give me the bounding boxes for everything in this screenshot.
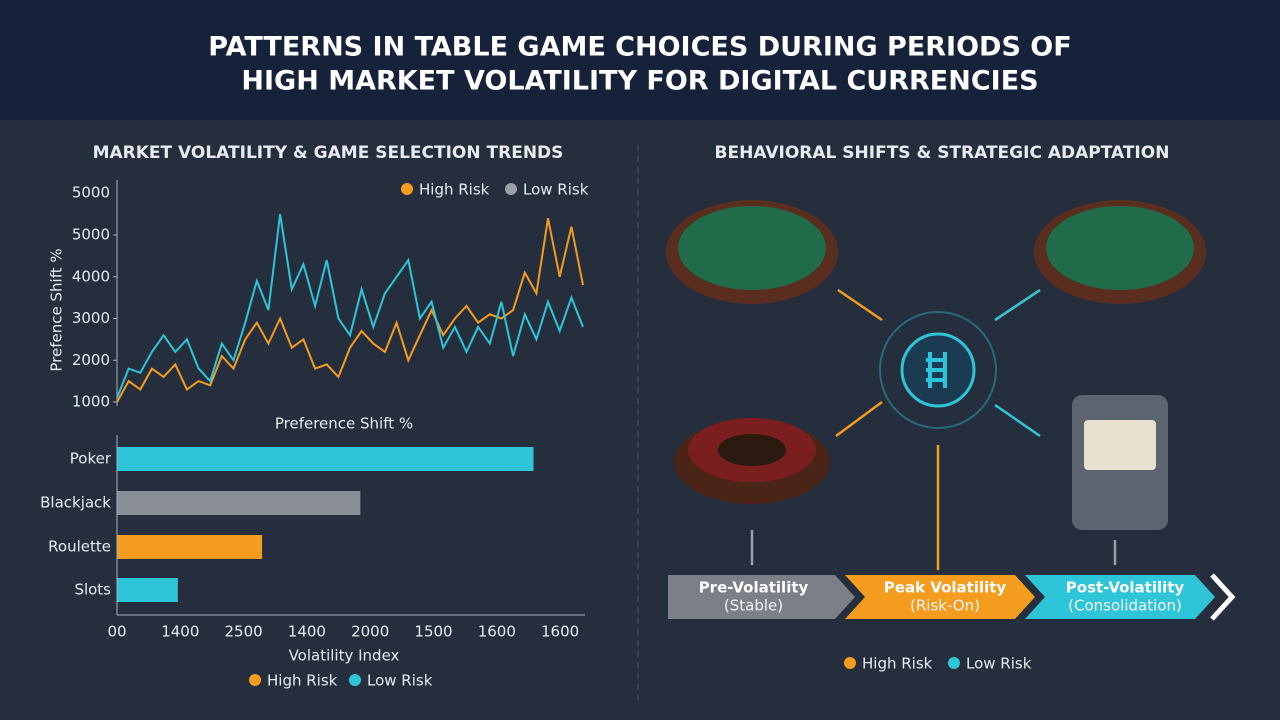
- category-label: Roulette: [48, 538, 111, 556]
- x-tick-label: 1400: [161, 623, 199, 641]
- category-label: Poker: [70, 450, 112, 468]
- x-tick-label: 1600: [541, 623, 579, 641]
- bar: [117, 578, 178, 602]
- header: [0, 0, 1280, 120]
- x-tick-label: 1400: [288, 623, 326, 641]
- arrow: [994, 403, 1041, 438]
- legend-marker: [948, 657, 960, 669]
- bitcoin-glyph: [926, 352, 947, 388]
- poker-table: [678, 206, 826, 290]
- y-tick-label: 5000: [72, 184, 110, 202]
- legend-label: High Risk: [862, 655, 933, 673]
- stage-sub: (Consolidation): [1068, 597, 1182, 615]
- bar: [117, 491, 361, 515]
- blackjack-table: [1046, 206, 1194, 290]
- y-tick-label: 3000: [72, 309, 110, 327]
- x-tick-label: 2500: [225, 623, 263, 641]
- circuit-ring: [879, 311, 997, 429]
- legend-label: High Risk: [267, 672, 338, 690]
- x-tick-label: 1600: [478, 623, 516, 641]
- legend-label: Low Risk: [966, 655, 1032, 673]
- legend-marker: [249, 674, 261, 686]
- roulette-center: [718, 434, 786, 466]
- stage-sub: (Stable): [724, 597, 783, 615]
- line: [116, 213, 584, 399]
- legend-marker: [349, 674, 361, 686]
- bar: [117, 535, 263, 559]
- legend-label: Low Risk: [523, 181, 589, 199]
- illustrations: [666, 200, 1236, 621]
- arrow: [994, 288, 1041, 322]
- section-title: BEHAVIORAL SHIFTS & STRATEGIC ADAPTATION: [715, 143, 1170, 163]
- stage-arrow: [845, 575, 1035, 619]
- x-tick-label: 00: [107, 623, 126, 641]
- y-tick-label: 1000: [72, 393, 110, 411]
- arrow: [750, 530, 1117, 565]
- category-label: Blackjack: [40, 494, 111, 512]
- stage-arrow: [668, 575, 855, 619]
- y-tick-label: 2000: [72, 351, 110, 369]
- stage-arrow: [1025, 575, 1215, 619]
- chevron: [1210, 573, 1236, 621]
- stage-sub: (Risk-On): [910, 597, 980, 615]
- slot-reels: [1084, 420, 1156, 470]
- arrow: [835, 400, 883, 438]
- y-axis-label: Prefence Shift %: [48, 248, 66, 371]
- legend-marker: [844, 657, 856, 669]
- bar: [117, 447, 534, 471]
- x-tick-label: 1500: [414, 623, 452, 641]
- x-axis-label: Volatility Index: [289, 647, 400, 665]
- y-tick-label: 5000: [72, 226, 110, 244]
- legend-marker: [401, 183, 413, 195]
- legend-marker: [505, 183, 517, 195]
- section-title: MARKET VOLATILITY & GAME SELECTION TREND…: [93, 143, 564, 163]
- title: PATTERNS IN TABLE GAME CHOICES DURING PE…: [208, 32, 1071, 63]
- chart-title: Preference Shift %: [275, 415, 413, 433]
- stage-label: Pre-Volatility: [699, 579, 809, 597]
- category-label: Slots: [74, 581, 111, 599]
- y-tick-label: 4000: [72, 267, 110, 285]
- legend-label: High Risk: [419, 181, 490, 199]
- legend-label: Low Risk: [367, 672, 433, 690]
- stage-label: Peak Volatility: [884, 579, 1007, 597]
- stage-label: Post-Volatility: [1066, 579, 1185, 597]
- title: HIGH MARKET VOLATILITY FOR DIGITAL CURRE…: [241, 66, 1038, 97]
- x-tick-label: 2000: [351, 623, 389, 641]
